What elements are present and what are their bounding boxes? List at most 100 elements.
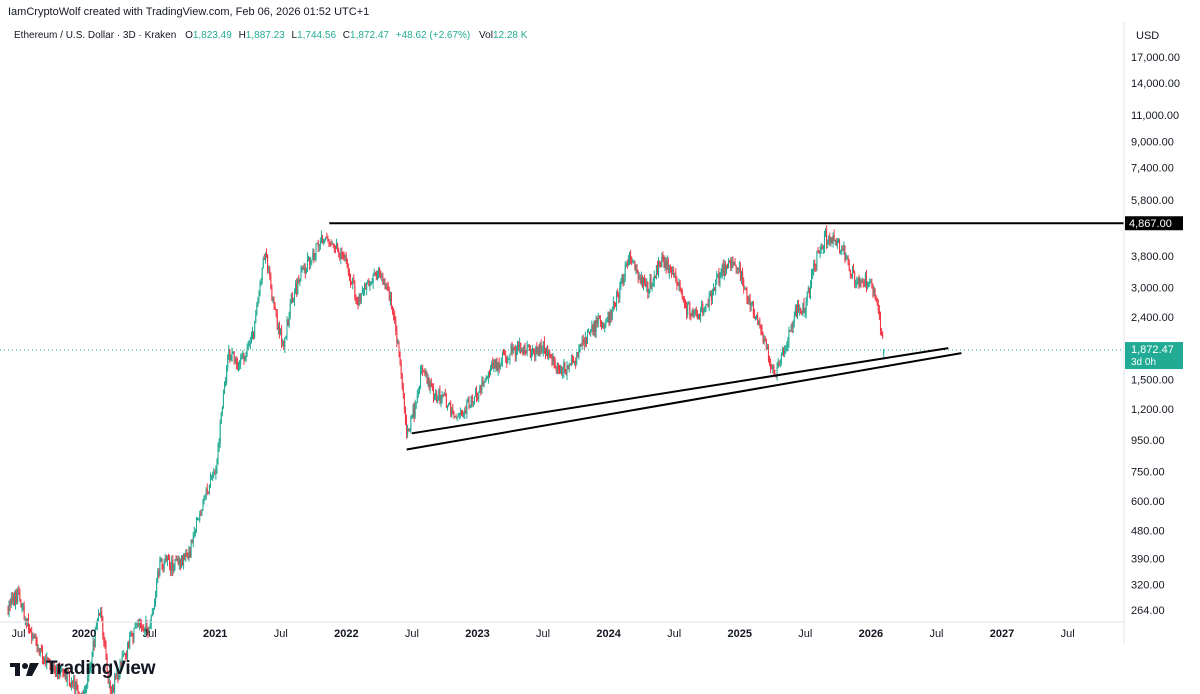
candle-body <box>675 273 677 279</box>
candle-body <box>620 280 622 288</box>
candle-body <box>742 271 744 281</box>
candle-body <box>129 634 131 648</box>
candle-body <box>443 393 445 396</box>
candle-body <box>311 259 313 263</box>
candle-body <box>220 413 222 423</box>
candle-body <box>393 312 395 317</box>
candle-body <box>588 331 590 333</box>
candle-body <box>244 358 246 360</box>
candle-body <box>857 278 859 283</box>
candle-body <box>691 311 693 317</box>
candle-body <box>50 665 52 669</box>
candle-body <box>9 600 11 606</box>
candle-body <box>146 620 148 633</box>
candle-body <box>723 263 725 276</box>
currency-label[interactable]: USD <box>1136 30 1160 42</box>
candle-body <box>423 371 425 373</box>
candle-body <box>436 393 438 402</box>
candle-body <box>820 246 822 250</box>
candle-body <box>667 260 669 274</box>
candle-body <box>854 272 856 285</box>
candle-body <box>749 298 751 307</box>
candle-body <box>274 306 276 310</box>
candle-body <box>521 349 523 353</box>
candle-body <box>283 341 285 348</box>
candle-body <box>222 393 224 408</box>
candle-body <box>199 513 201 520</box>
candle-body <box>201 510 203 515</box>
candle-body <box>565 371 567 375</box>
candle-body <box>595 320 597 333</box>
candle-body <box>606 321 608 323</box>
candle-body <box>593 322 595 333</box>
candle-body <box>324 239 326 242</box>
candle-body <box>59 665 61 674</box>
candle-body <box>848 263 850 271</box>
candle-body <box>219 422 221 443</box>
candle-body <box>774 373 776 376</box>
candle-body <box>539 343 541 355</box>
candle-body <box>438 390 440 397</box>
candle-body <box>273 300 275 307</box>
candle-body <box>632 262 634 264</box>
time-tick-label: Jul <box>798 628 812 640</box>
candle-countdown-label: 3d 0h <box>1131 357 1156 368</box>
candle-body <box>184 553 186 559</box>
candle-body <box>399 351 401 364</box>
current-price-tag <box>1125 342 1183 370</box>
candle-body <box>597 317 599 324</box>
candle-body <box>763 338 765 343</box>
candle-body <box>315 243 317 257</box>
candle-body <box>297 279 299 294</box>
volume-label: Vol <box>479 30 493 41</box>
price-tick-label: 2,400.00 <box>1131 312 1174 324</box>
candle-body <box>730 261 732 269</box>
price-tick-label: 3,000.00 <box>1131 282 1174 294</box>
symbol-title[interactable]: Ethereum / U.S. Dollar · 3D · Kraken <box>14 30 177 41</box>
candle-body <box>522 349 524 355</box>
candle-body <box>314 256 316 259</box>
time-tick-label: Jul <box>405 628 419 640</box>
candle-body <box>505 355 507 358</box>
candle-body <box>301 267 303 271</box>
candle-body <box>676 278 678 285</box>
candle-body <box>812 271 814 275</box>
candle-body <box>836 240 838 245</box>
candle-body <box>817 250 819 252</box>
candle-body <box>192 535 194 544</box>
candle-body <box>261 268 263 280</box>
candle-body <box>693 311 695 316</box>
candle-body <box>257 302 259 306</box>
candle-body <box>425 371 427 375</box>
candle-body <box>689 303 691 316</box>
candle-body <box>327 238 329 241</box>
candle-body <box>333 245 335 247</box>
candle-body <box>410 417 412 430</box>
candle-body <box>512 347 514 353</box>
candle-body <box>585 337 587 344</box>
candle-body <box>650 278 652 287</box>
price-tick-label: 3,800.00 <box>1131 251 1174 263</box>
candle-body <box>49 660 51 666</box>
candle-body <box>19 592 21 600</box>
candle-body <box>255 315 257 323</box>
candle-body <box>747 298 749 300</box>
candle-body <box>590 329 592 335</box>
tradingview-brand[interactable]: TradingView <box>46 658 156 679</box>
candle-body <box>784 350 786 354</box>
candle-body <box>47 657 49 659</box>
candle-body <box>541 351 543 353</box>
candle-body <box>420 371 422 388</box>
candle-body <box>148 627 150 634</box>
candle-body <box>269 268 271 276</box>
candle-body <box>278 326 280 333</box>
candle-body <box>107 670 109 683</box>
candle-body <box>292 300 294 303</box>
candle-body <box>830 238 832 243</box>
candle-body <box>342 255 344 257</box>
candle-body <box>681 290 683 299</box>
candle-body <box>58 665 60 674</box>
candle-body <box>248 343 250 347</box>
candle-body <box>839 239 841 251</box>
